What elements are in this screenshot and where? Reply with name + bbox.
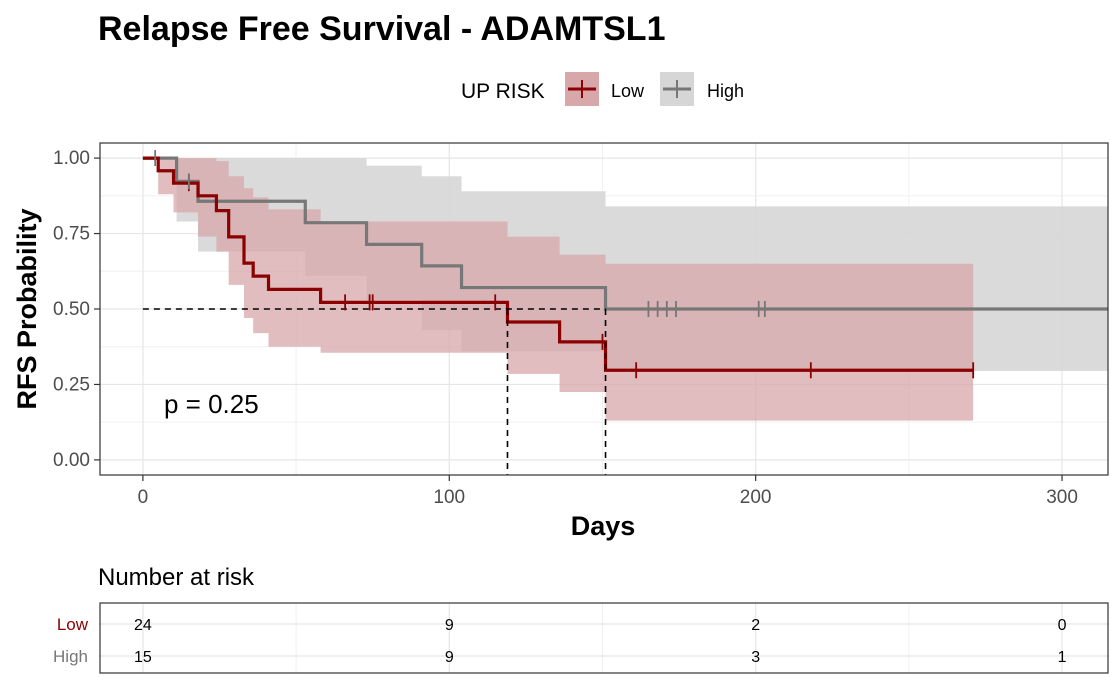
risk-row-label-high: High (53, 647, 88, 666)
p-value-annotation: p = 0.25 (164, 389, 259, 419)
x-tick-label: 300 (1046, 487, 1078, 508)
risk-table: Low 24 9 2 0 High 15 9 3 1 (53, 615, 1067, 666)
y-tick-label: 0.25 (53, 374, 90, 395)
risk-row-label-low: Low (57, 615, 89, 634)
survival-curve-high (142, 156, 1108, 311)
y-axis-title: RFS Probability (12, 208, 42, 409)
y-tick-label: 0.00 (53, 450, 90, 471)
risk-count: 9 (445, 649, 454, 666)
x-tick-label: 100 (433, 487, 465, 508)
risk-table-grid (100, 603, 1108, 673)
risk-count: 2 (751, 617, 760, 634)
risk-count: 24 (134, 617, 152, 634)
axes: 0 100 200 300 0.00 0.25 0.50 0.75 1.00 (53, 148, 1078, 508)
risk-count: 0 (1058, 617, 1067, 634)
risk-table-title: Number at risk (98, 564, 255, 591)
chart-title: Relapse Free Survival - ADAMTSL1 (98, 10, 665, 48)
median-lines (142, 308, 607, 475)
legend-entry-low: Low (565, 72, 645, 106)
y-tick-label: 0.50 (53, 299, 90, 320)
y-tick-label: 1.00 (53, 148, 90, 169)
legend-label-high: High (707, 81, 744, 101)
y-tick-label: 0.75 (53, 224, 90, 245)
survival-curves (142, 156, 1108, 372)
legend: UP RISK Low High (461, 72, 744, 106)
censor-marks (154, 150, 975, 379)
x-axis-title: Days (571, 511, 636, 541)
x-tick-label: 0 (138, 487, 149, 508)
risk-count: 9 (445, 617, 454, 634)
x-tick-label: 200 (740, 487, 772, 508)
legend-label-low: Low (611, 81, 645, 101)
legend-title: UP RISK (461, 80, 545, 103)
risk-count: 15 (134, 649, 152, 666)
survival-curve-low (142, 156, 974, 372)
risk-table-border (99, 602, 1109, 674)
legend-entry-high: High (660, 72, 744, 106)
risk-count: 1 (1058, 649, 1067, 666)
risk-count: 3 (751, 649, 760, 666)
